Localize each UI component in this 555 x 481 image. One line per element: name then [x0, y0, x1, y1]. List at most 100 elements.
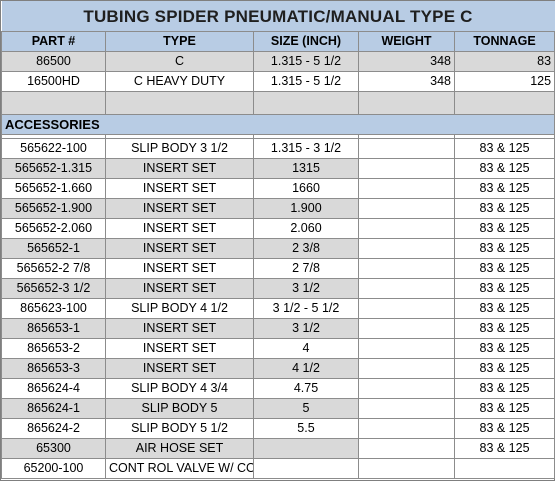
table-title: TUBING SPIDER PNEUMATIC/MANUAL TYPE C: [1, 1, 555, 32]
tonnage-cell: 83 & 125: [453, 338, 555, 359]
col-part-header: PART #: [1, 31, 106, 52]
weight-cell: [358, 418, 455, 439]
part-cell: 86500: [1, 51, 106, 72]
tonnage-cell: 83 & 125: [453, 158, 555, 179]
tonnage-cell: 83 & 125: [453, 178, 555, 199]
type-cell: INSERT SET: [105, 218, 254, 239]
type-cell: INSERT SET: [105, 278, 254, 299]
empty-cell: [358, 91, 455, 115]
empty-cell: [253, 91, 359, 115]
weight-cell: [358, 318, 455, 339]
table-row: 565652-2 7/8 INSERT SET 2 7/8 83 & 125: [1, 258, 555, 279]
part-cell: 565652-1.900: [1, 198, 106, 219]
table-row: 565652-1 INSERT SET 2 3/8 83 & 125: [1, 238, 555, 259]
weight-cell: [358, 398, 455, 419]
tonnage-cell: [453, 458, 555, 479]
type-cell: SLIP BODY 3 1/2: [105, 138, 254, 159]
size-cell: 3 1/2: [253, 318, 359, 339]
tonnage-cell: 83 & 125: [453, 378, 555, 399]
col-weight-header: WEIGHT: [358, 31, 455, 52]
tonnage-cell: 83 & 125: [453, 138, 555, 159]
type-cell: INSERT SET: [105, 198, 254, 219]
type-cell: INSERT SET: [105, 358, 254, 379]
tonnage-cell: 83 & 125: [453, 238, 555, 259]
part-cell: 16500HD: [1, 71, 106, 92]
type-cell: INSERT SET: [105, 318, 254, 339]
weight-cell: [358, 338, 455, 359]
size-cell: 1315: [253, 158, 359, 179]
part-cell: 565652-1.315: [1, 158, 106, 179]
table-row: 865653-1 INSERT SET 3 1/2 83 & 125: [1, 318, 555, 339]
empty-cell: [1, 91, 106, 115]
type-cell: C: [105, 51, 254, 72]
type-cell: INSERT SET: [105, 338, 254, 359]
size-cell: 2 3/8: [253, 238, 359, 259]
part-cell: 865623-100: [1, 298, 106, 319]
size-cell: 2.060: [253, 218, 359, 239]
part-cell: 565652-1.660: [1, 178, 106, 199]
part-cell: 865653-1: [1, 318, 106, 339]
weight-cell: [358, 358, 455, 379]
empty-cell: [453, 91, 555, 115]
header-row: PART # TYPE SIZE (INCH) WEIGHT TONNAGE: [1, 31, 555, 52]
col-size-header: SIZE (INCH): [253, 31, 359, 52]
table-row: 865623-100 SLIP BODY 4 1/2 3 1/2 - 5 1/2 83…: [1, 298, 555, 319]
table-row: 565652-2.060 INSERT SET 2.060 83 & 125: [1, 218, 555, 239]
part-cell: 565652-2.060: [1, 218, 106, 239]
weight-cell: [358, 138, 455, 159]
tonnage-cell: 125: [453, 71, 555, 92]
size-cell: 1.315 - 5 1/2: [253, 71, 359, 92]
size-cell: [253, 438, 359, 459]
type-cell: C HEAVY DUTY: [105, 71, 254, 92]
type-cell: CONT ROL VALVE W/ COVER: [105, 458, 254, 479]
table-row: 565652-1.900 INSERT SET 1.900 83 & 125: [1, 198, 555, 219]
tonnage-cell: 83 & 125: [453, 258, 555, 279]
table-row: 65300 AIR HOSE SET 83 & 125: [1, 438, 555, 459]
table-row: 865653-2 INSERT SET 4 83 & 125: [1, 338, 555, 359]
size-cell: 1660: [253, 178, 359, 199]
type-cell: SLIP BODY 4 1/2: [105, 298, 254, 319]
size-cell: 5: [253, 398, 359, 419]
type-cell: SLIP BODY 4 3/4: [105, 378, 254, 399]
table-row: 565652-1.315 INSERT SET 1315 83 & 125: [1, 158, 555, 179]
table-row: 865624-1 SLIP BODY 5 5 83 & 125: [1, 398, 555, 419]
weight-cell: [358, 158, 455, 179]
type-cell: SLIP BODY 5 1/2: [105, 418, 254, 439]
tonnage-cell: 83 & 125: [453, 218, 555, 239]
tonnage-cell: 83 & 125: [453, 438, 555, 459]
tonnage-cell: 83 & 125: [453, 278, 555, 299]
part-cell: 865624-4: [1, 378, 106, 399]
size-cell: 3 1/2: [253, 278, 359, 299]
type-cell: AIR HOSE SET: [105, 438, 254, 459]
part-cell: 65200-100: [1, 458, 106, 479]
weight-cell: [358, 198, 455, 219]
empty-cell: [105, 91, 254, 115]
table-row: 86500 C 1.315 - 5 1/2 348 83: [1, 51, 555, 72]
table-row: 565622-100 SLIP BODY 3 1/2 1.315 - 3 1/2 83…: [1, 138, 555, 159]
accessories-header-row: ACCESSORIES: [0, 114, 555, 135]
tonnage-cell: 83: [453, 51, 555, 72]
size-cell: 1.315 - 3 1/2: [253, 138, 359, 159]
table-row: 16500HD C HEAVY DUTY 1.315 - 5 1/2 348 1…: [1, 71, 555, 92]
tonnage-cell: 83 & 125: [453, 298, 555, 319]
table-row: 865624-4 SLIP BODY 4 3/4 4.75 83 & 125: [1, 378, 555, 399]
size-cell: 4: [253, 338, 359, 359]
tonnage-cell: 83 & 125: [453, 318, 555, 339]
part-cell: 565622-100: [1, 138, 106, 159]
size-cell: 5.5: [253, 418, 359, 439]
title-row: TUBING SPIDER PNEUMATIC/MANUAL TYPE C: [1, 1, 555, 32]
table-row: 865653-3 INSERT SET 4 1/2 83 & 125: [1, 358, 555, 379]
size-cell: 1.315 - 5 1/2: [253, 51, 359, 72]
weight-cell: [358, 458, 455, 479]
size-cell: 1.900: [253, 198, 359, 219]
table-row: 565652-1.660 INSERT SET 1660 83 & 125: [1, 178, 555, 199]
accessories-label: ACCESSORIES: [0, 114, 555, 135]
weight-cell: [358, 378, 455, 399]
part-cell: 865624-2: [1, 418, 106, 439]
part-cell: 565652-3 1/2: [1, 278, 106, 299]
part-cell: 565652-2 7/8: [1, 258, 106, 279]
weight-cell: 348: [358, 51, 455, 72]
weight-cell: [358, 258, 455, 279]
tonnage-cell: 83 & 125: [453, 418, 555, 439]
